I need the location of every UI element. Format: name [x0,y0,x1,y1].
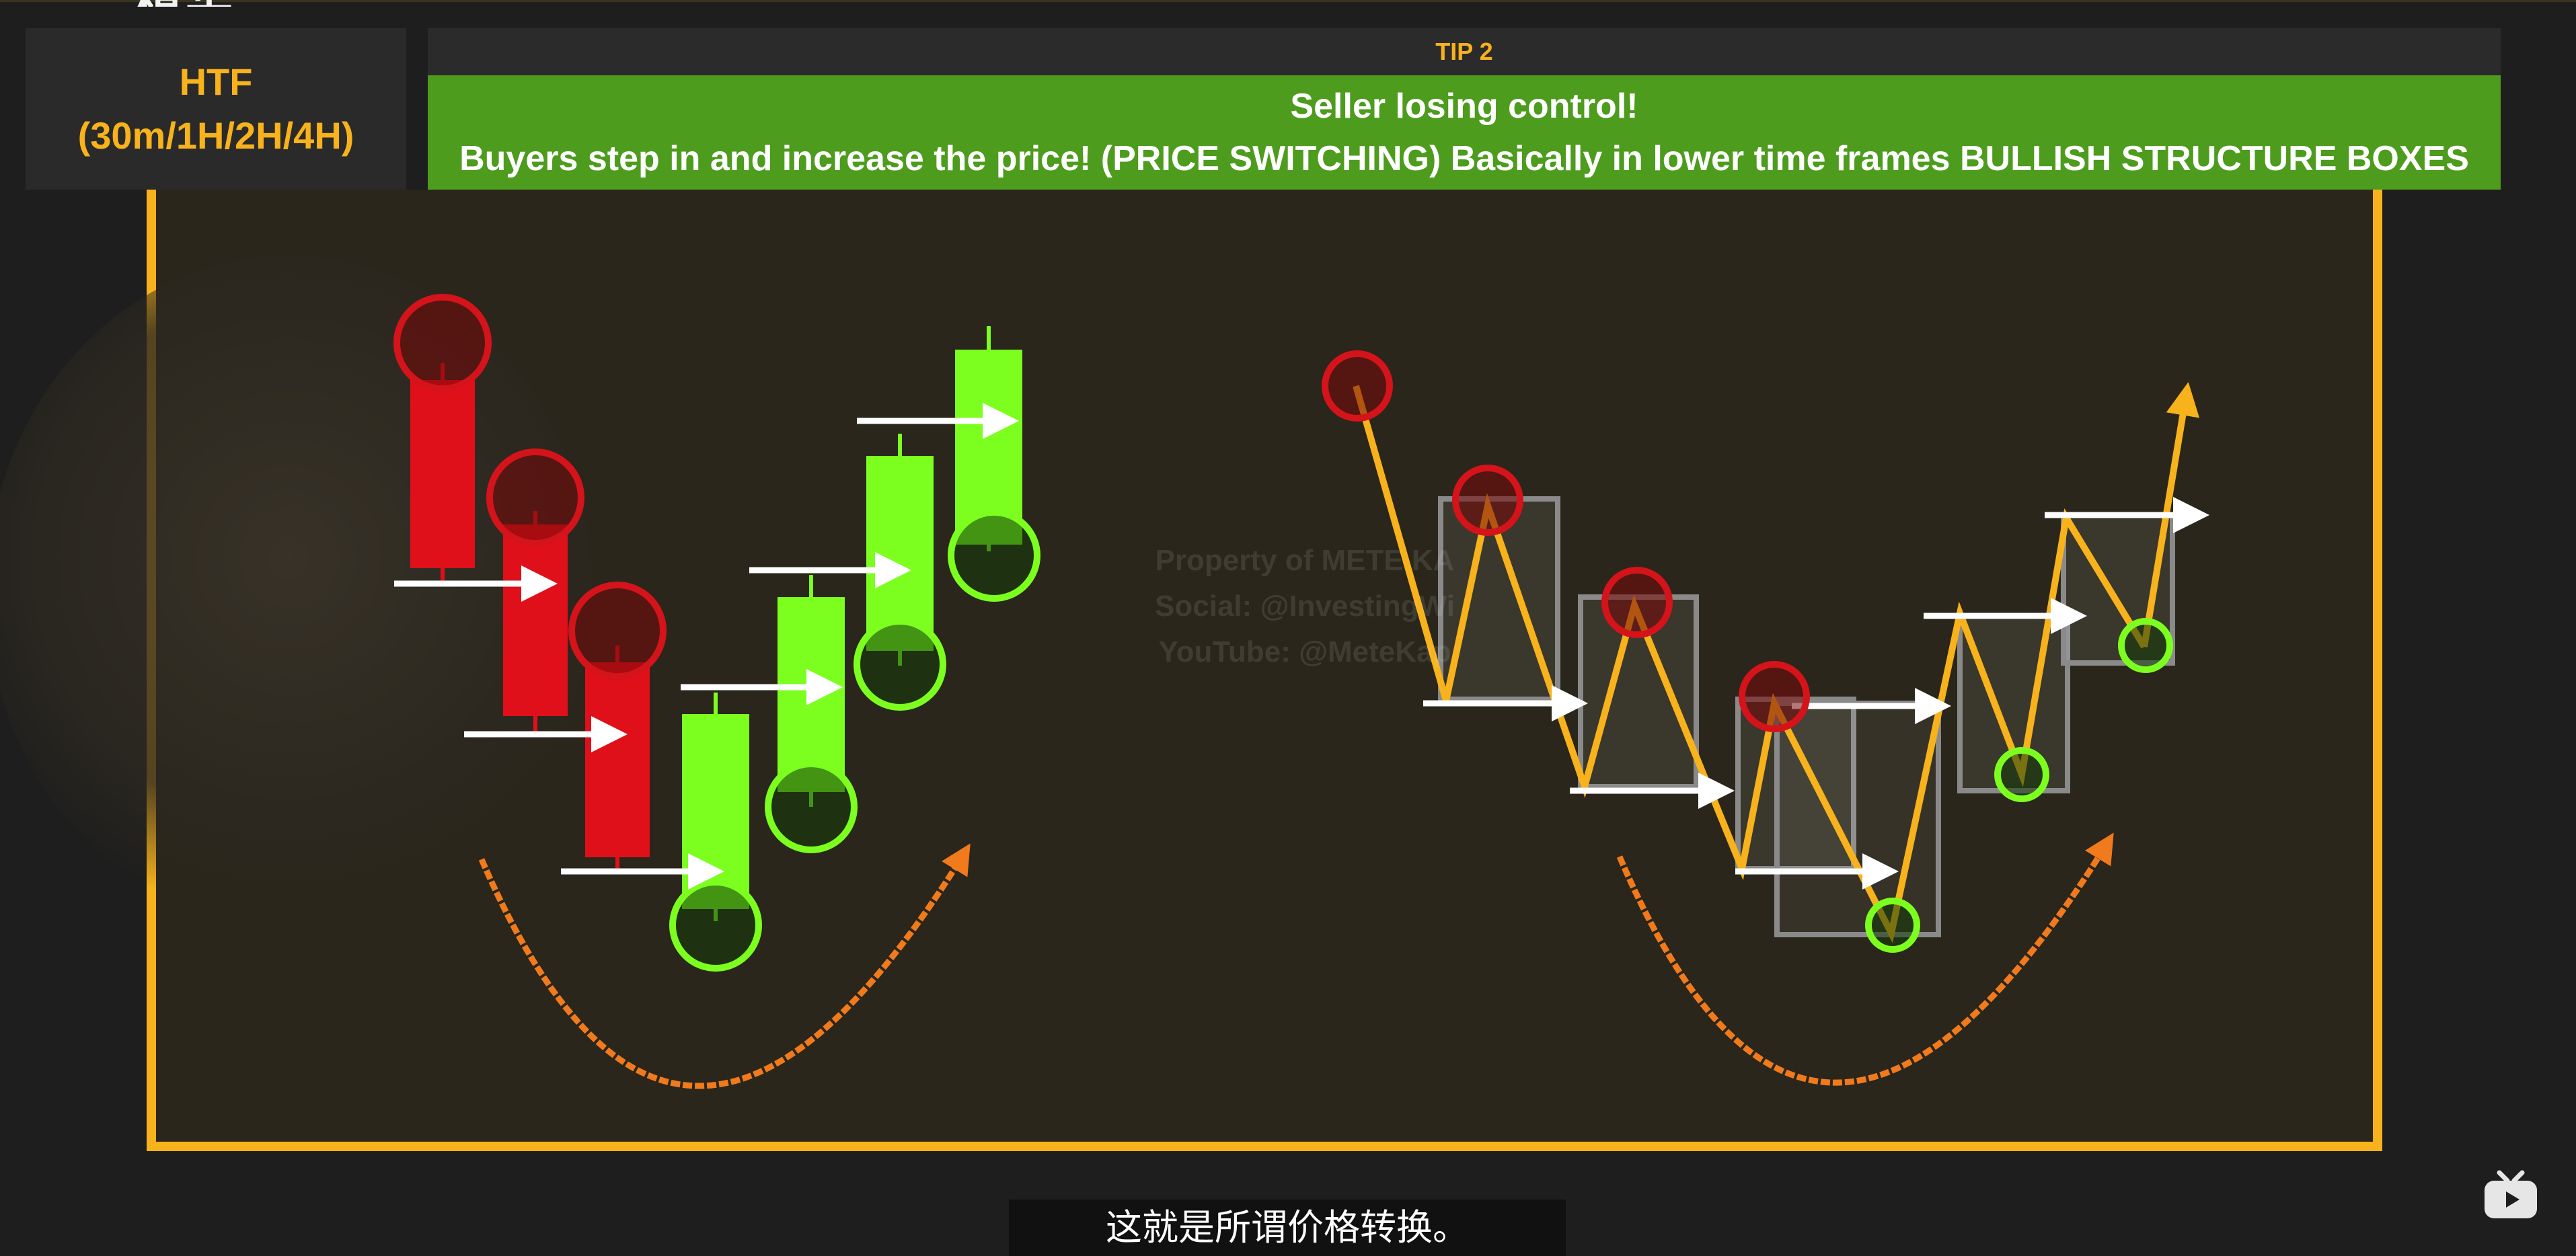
bear-candle [503,524,568,716]
red-high-circle [1601,567,1673,638]
video-subtitle: 这就是所谓价格转换。 [1009,1200,1566,1256]
green-low-circle [1865,898,1920,953]
logo-fragment: 精华 [135,0,592,7]
green-low-circle [854,618,946,711]
reversal-arc [478,843,971,1089]
tip-label: TIP 2 [428,28,2501,75]
price-zigzag [1353,385,2148,943]
htf-timeframes: (30m/1H/2H/4H) [77,114,354,157]
tv-icon[interactable] [2482,1170,2540,1221]
banner-headline: Seller losing control! [1290,87,1638,126]
red-high-circle [486,448,584,547]
watermark-line: YouTube: @MeteKap [1158,635,1451,668]
htf-timeframe-label: HTF (30m/1H/2H/4H) [26,28,406,190]
bear-candle [410,380,475,568]
red-high-circle [393,294,492,392]
htf-title: HTF [179,61,253,103]
banner-description: Buyers step in and increase the price! (… [459,139,2469,178]
watermark-line: Social: @InvestingWi [1155,590,1455,623]
green-low-circle [2118,618,2173,673]
bear-candle [585,662,650,857]
red-high-circle [568,582,667,680]
left-candlestick-group [393,294,1040,1089]
green-low-circle [1994,747,2049,802]
presenter-video-overlay [0,256,592,928]
watermark-line: Property of METE KA [1155,544,1455,577]
green-low-circle [765,760,858,853]
reversal-arc [1616,832,2114,1086]
red-high-circle [1739,661,1810,732]
red-high-circle [1322,350,1393,422]
red-high-circle [1452,465,1523,536]
tip-banner: Seller losing control! Buyers step in an… [428,75,2501,190]
top-divider [0,0,2576,2]
logo-text: 精华 [135,0,592,7]
watermark: Property of METE KA Social: @InvestingWi… [1049,538,1560,675]
right-structure-group [1322,350,2209,1086]
green-low-circle [948,509,1040,602]
green-low-circle [669,879,762,972]
